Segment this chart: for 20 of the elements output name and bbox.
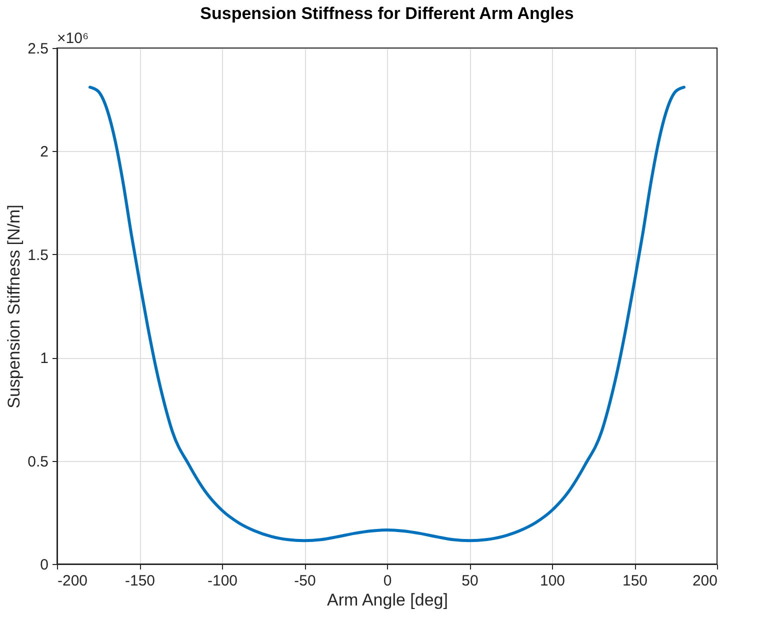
y-tick-label: 2 [40,144,48,161]
y-tick-label: 0 [40,556,48,574]
x-axis-title: Arm Angle [deg] [327,590,448,610]
x-tick-label: 200 [692,572,718,590]
x-tick-label: -200 [58,572,88,590]
y-axis-title: Suspension Stiffness [N/m] [4,204,24,408]
y-tick-label: 2.5 [28,40,48,58]
x-tick-label: 0 [383,572,392,590]
x-tick-label: -150 [124,572,156,590]
x-tick-label: -100 [207,572,238,590]
y-tick-label: 1.5 [28,246,48,264]
x-tick-label: 100 [540,572,566,590]
text: ×10⁶ [57,30,89,47]
line-series [88,86,686,542]
x-tick-label: 50 [462,572,478,590]
x-tick-label: -50 [294,572,316,590]
y-tick-label: 1 [40,350,48,368]
y-tick-label: 0.5 [28,453,48,470]
x-tick-label: 150 [622,572,648,590]
chart-title: Suspension Stiffness for Different Arm Angles [200,4,574,23]
